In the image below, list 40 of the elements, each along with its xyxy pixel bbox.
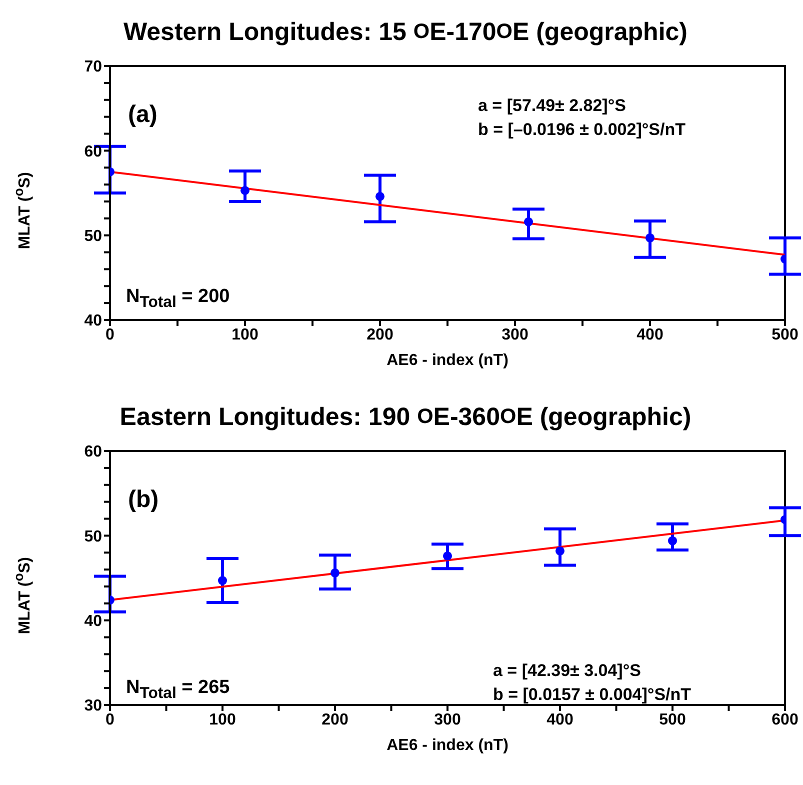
annotation: (b) [128, 486, 159, 514]
point [218, 576, 228, 586]
y-tick-label: 50 [84, 228, 102, 246]
annotation: N$_{Total}$ = 200 [126, 286, 230, 312]
annotation: a = [42.39± 3.04]°S [493, 661, 641, 681]
point [524, 217, 534, 226]
point [375, 192, 385, 201]
point [330, 568, 340, 578]
point [240, 186, 250, 195]
y-tick-label: 50 [84, 528, 102, 546]
y-tick-label: 40 [84, 613, 102, 630]
x-tick-label: 300 [502, 326, 528, 344]
point [555, 546, 565, 556]
x-tick-label: 0 [106, 711, 115, 728]
y-tick-label: 60 [84, 143, 102, 160]
x-axis-title: AE6 - index (nT) [386, 352, 510, 370]
x-tick-label: 200 [322, 711, 348, 728]
x-tick-label: 600 [772, 711, 798, 728]
x-tick-label: 100 [209, 711, 236, 728]
annotation: b = [0.0157 ± 0.004]°S/nT [493, 685, 692, 705]
annotation: b = [–0.0196 ± 0.002]°S/nT [478, 120, 686, 140]
annotation: N$_{Total}$ = 265 [126, 677, 230, 703]
point [668, 536, 678, 546]
x-tick-label: 500 [659, 711, 686, 728]
x-tick-label: 300 [434, 711, 461, 728]
point [645, 233, 655, 242]
x-tick-label: 100 [232, 326, 258, 344]
x-tick-label: 0 [106, 326, 115, 344]
x-tick-label: 200 [366, 326, 394, 344]
x-axis-title: AE6 - index (nT) [386, 737, 510, 755]
annotation: a = [57.49± 2.82]°S [478, 96, 626, 116]
point [442, 551, 452, 560]
y-tick-label: 70 [84, 58, 102, 76]
y-tick-label: 30 [84, 698, 102, 715]
x-tick-label: 500 [772, 326, 798, 344]
x-tick-label: 400 [546, 711, 574, 728]
y-tick-label: 60 [84, 444, 102, 461]
annotation: (a) [128, 101, 158, 129]
x-tick-label: 400 [636, 326, 664, 344]
y-tick-label: 40 [84, 312, 102, 330]
